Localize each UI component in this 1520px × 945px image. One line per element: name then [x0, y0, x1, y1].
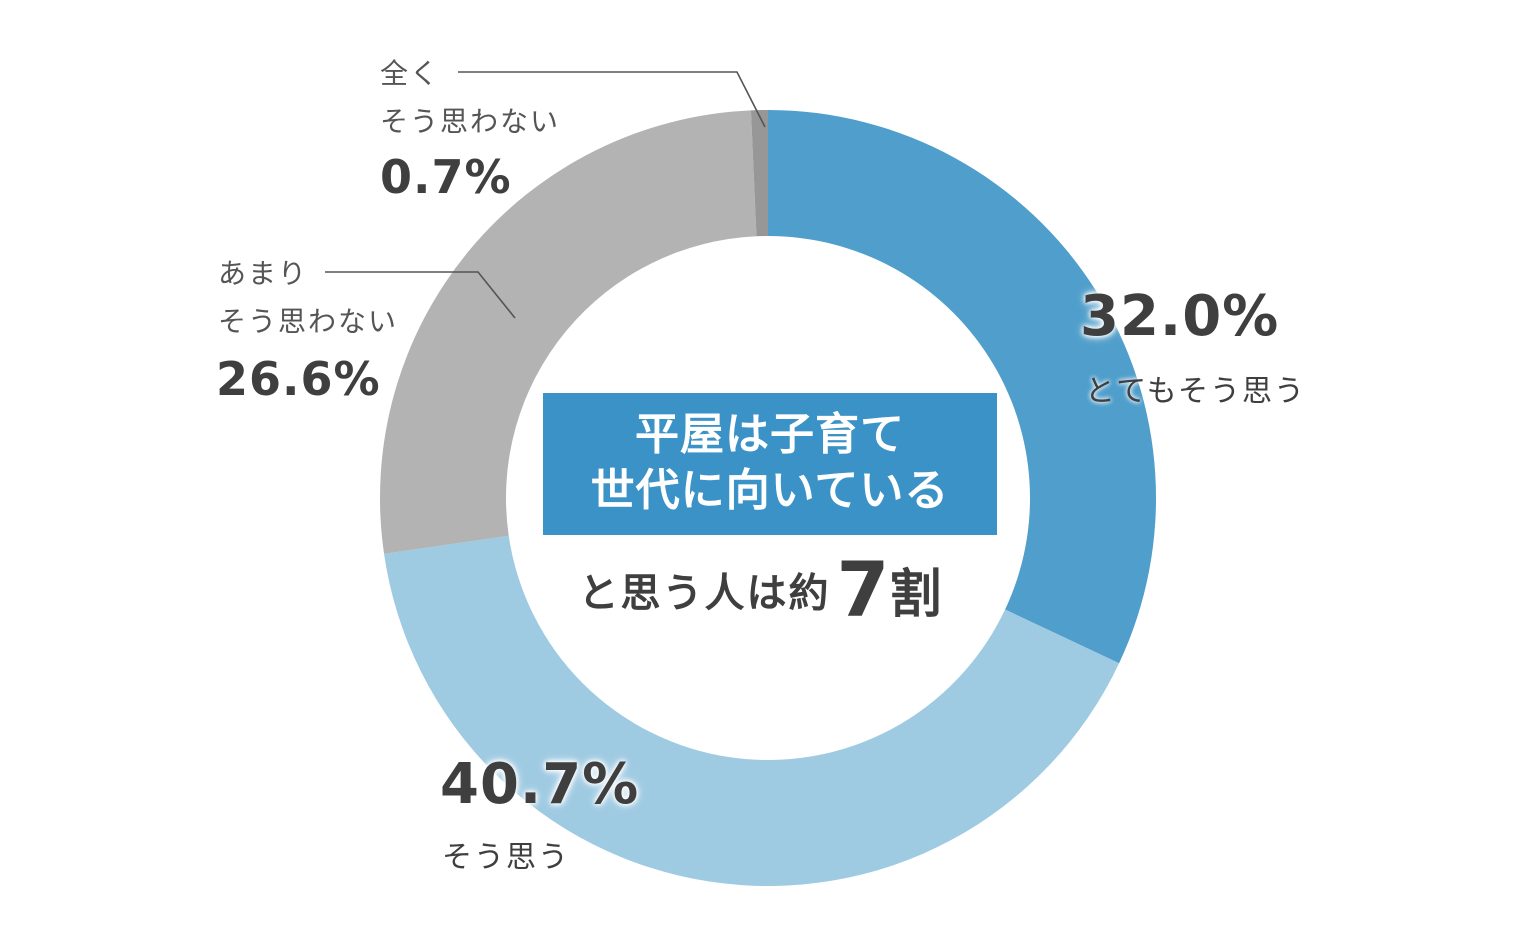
slice-label-value-somewhat-disagree: 26.6% — [216, 352, 381, 406]
leader-line-strongly-disagree — [458, 71, 766, 128]
center-headline-line2: 世代に向いている — [590, 465, 950, 516]
slice-label-category-strongly-disagree-line1: 全く — [380, 57, 441, 90]
center-subtext: と思う人は約7割 — [0, 545, 1520, 634]
slice-label-category-strongly-agree: とてもそう思う — [1085, 374, 1306, 409]
slice-label-category-agree: そう思う — [442, 840, 570, 875]
slice-label-category-strongly-disagree-line2: そう思わない — [380, 105, 561, 138]
slice-label-value-strongly-disagree: 0.7% — [380, 150, 512, 204]
center-headline-box: 平屋は子育て 世代に向いている — [543, 393, 997, 535]
center-subtext-suffix: 割 — [889, 565, 942, 625]
donut-slice-somewhat-disagree — [379, 110, 757, 554]
slice-label-value-agree: 40.7% — [440, 752, 640, 817]
center-headline-line1: 平屋は子育て — [635, 409, 905, 460]
slice-label-category-somewhat-disagree-line1: あまり — [218, 257, 309, 290]
leader-line-somewhat-disagree — [325, 271, 516, 319]
center-subtext-prefix: と思う人は約 — [578, 570, 831, 617]
center-subtext-number: 7 — [836, 545, 890, 634]
donut-slice-strongly-disagree — [750, 110, 768, 237]
donut-slice-agree — [384, 535, 1120, 887]
slice-label-category-somewhat-disagree-line2: そう思わない — [218, 305, 399, 338]
slice-label-value-strongly-agree: 32.0% — [1080, 284, 1280, 349]
donut-slice-strongly-agree — [768, 110, 1156, 664]
